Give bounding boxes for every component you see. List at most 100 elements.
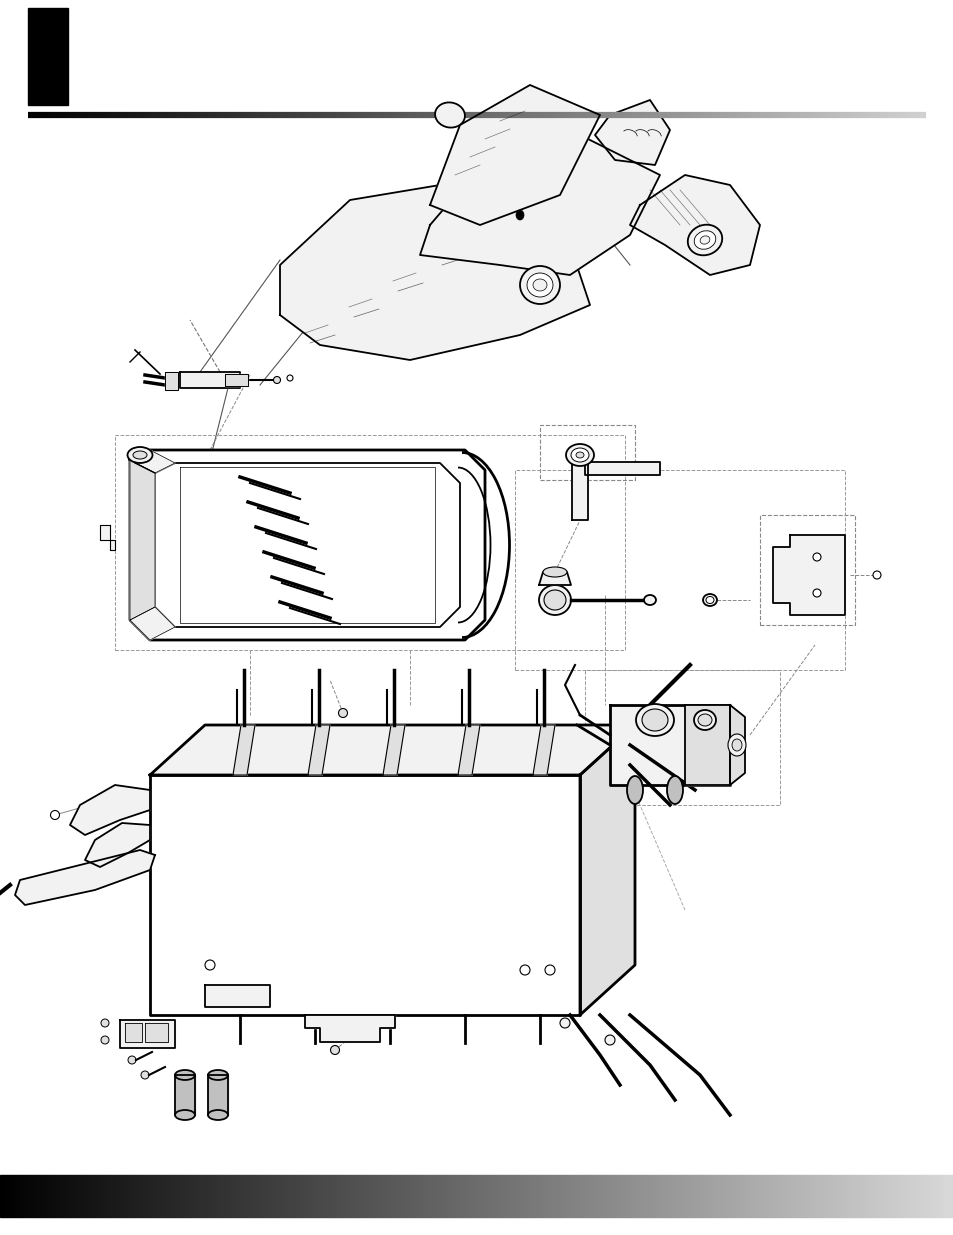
Bar bbox=[679, 1174, 683, 1216]
Polygon shape bbox=[225, 374, 248, 387]
Bar bbox=[248, 1174, 251, 1216]
Bar bbox=[737, 1174, 740, 1216]
Bar bbox=[610, 1174, 613, 1216]
Bar bbox=[617, 1174, 619, 1216]
Bar bbox=[429, 1174, 432, 1216]
Polygon shape bbox=[165, 372, 178, 390]
Ellipse shape bbox=[698, 714, 711, 726]
Polygon shape bbox=[205, 986, 270, 1007]
Bar bbox=[572, 1174, 575, 1216]
Bar bbox=[908, 1174, 912, 1216]
Polygon shape bbox=[419, 135, 659, 275]
Polygon shape bbox=[15, 850, 154, 905]
Bar bbox=[226, 1174, 229, 1216]
Bar bbox=[683, 1174, 686, 1216]
Bar bbox=[207, 1174, 210, 1216]
Polygon shape bbox=[595, 100, 669, 165]
Bar bbox=[943, 1174, 946, 1216]
Ellipse shape bbox=[274, 377, 280, 384]
Bar bbox=[7, 1174, 10, 1216]
Bar bbox=[308, 1174, 312, 1216]
Polygon shape bbox=[150, 725, 635, 776]
Bar bbox=[200, 1174, 203, 1216]
Bar bbox=[867, 1174, 870, 1216]
Bar bbox=[715, 1174, 718, 1216]
Bar bbox=[660, 1174, 664, 1216]
Bar bbox=[457, 1174, 460, 1216]
Ellipse shape bbox=[604, 1035, 615, 1045]
Bar bbox=[159, 1174, 162, 1216]
Bar bbox=[327, 1174, 331, 1216]
Bar bbox=[172, 1174, 174, 1216]
Polygon shape bbox=[70, 785, 150, 835]
Bar bbox=[464, 1174, 467, 1216]
Bar bbox=[193, 1174, 197, 1216]
Bar bbox=[822, 1174, 826, 1216]
Bar bbox=[743, 1174, 746, 1216]
Bar bbox=[498, 1174, 502, 1216]
Bar bbox=[613, 1174, 617, 1216]
Bar bbox=[832, 1174, 836, 1216]
Bar bbox=[664, 1174, 667, 1216]
Bar bbox=[505, 1174, 508, 1216]
Polygon shape bbox=[572, 454, 587, 520]
Bar bbox=[165, 1174, 169, 1216]
Polygon shape bbox=[208, 1074, 228, 1115]
Bar bbox=[86, 1174, 89, 1216]
Polygon shape bbox=[533, 725, 555, 776]
Bar bbox=[622, 1174, 626, 1216]
Polygon shape bbox=[130, 450, 484, 640]
Bar bbox=[388, 1174, 391, 1216]
Bar bbox=[131, 1174, 133, 1216]
Ellipse shape bbox=[101, 1036, 109, 1044]
Bar bbox=[257, 1174, 260, 1216]
Ellipse shape bbox=[666, 776, 682, 804]
Bar bbox=[556, 1174, 559, 1216]
Bar bbox=[470, 1174, 474, 1216]
Bar bbox=[321, 1174, 324, 1216]
Bar bbox=[813, 1174, 817, 1216]
Bar bbox=[924, 1174, 927, 1216]
Bar bbox=[483, 1174, 486, 1216]
Bar bbox=[359, 1174, 362, 1216]
Polygon shape bbox=[85, 823, 150, 867]
Bar bbox=[918, 1174, 922, 1216]
Bar bbox=[515, 471, 844, 671]
Bar bbox=[912, 1174, 915, 1216]
Bar bbox=[603, 1174, 607, 1216]
Bar bbox=[839, 1174, 841, 1216]
Bar bbox=[133, 1174, 136, 1216]
Bar bbox=[559, 1174, 562, 1216]
Bar bbox=[553, 1174, 556, 1216]
Bar bbox=[76, 1174, 79, 1216]
Ellipse shape bbox=[643, 595, 656, 605]
Bar bbox=[791, 1174, 794, 1216]
Bar bbox=[705, 1174, 708, 1216]
Bar bbox=[937, 1174, 941, 1216]
Bar bbox=[298, 1174, 302, 1216]
Bar bbox=[191, 1174, 193, 1216]
Bar bbox=[150, 1174, 152, 1216]
Bar bbox=[29, 1174, 31, 1216]
Bar bbox=[765, 1174, 769, 1216]
Bar bbox=[152, 1174, 155, 1216]
Bar bbox=[934, 1174, 937, 1216]
Bar bbox=[508, 1174, 512, 1216]
Bar bbox=[289, 1174, 293, 1216]
Bar bbox=[455, 1174, 457, 1216]
Bar bbox=[403, 1174, 407, 1216]
Bar bbox=[238, 1174, 241, 1216]
Bar bbox=[598, 1174, 600, 1216]
Bar bbox=[788, 1174, 791, 1216]
Bar bbox=[197, 1174, 200, 1216]
Bar bbox=[686, 1174, 689, 1216]
Bar bbox=[210, 1174, 213, 1216]
Bar bbox=[750, 1174, 753, 1216]
Bar bbox=[864, 1174, 867, 1216]
Bar bbox=[727, 1174, 731, 1216]
Bar bbox=[636, 1174, 639, 1216]
Bar bbox=[381, 1174, 384, 1216]
Bar bbox=[400, 1174, 403, 1216]
Ellipse shape bbox=[208, 1070, 228, 1079]
Ellipse shape bbox=[559, 1018, 569, 1028]
